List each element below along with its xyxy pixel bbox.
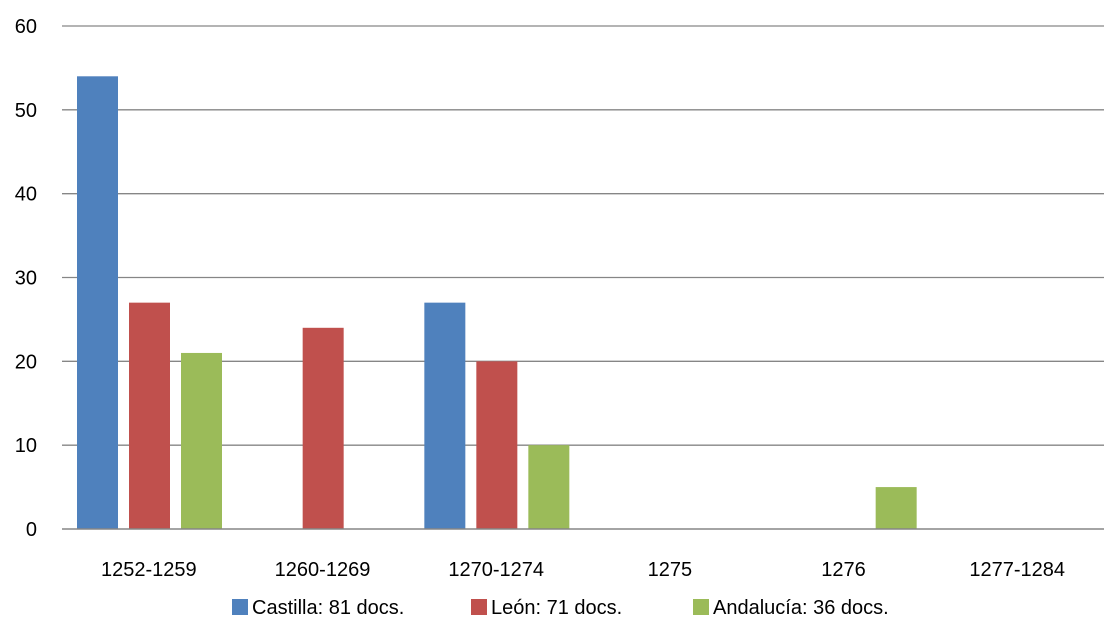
y-tick-label: 10 (15, 435, 37, 457)
y-tick-label: 0 (26, 519, 37, 541)
x-tick-label: 1275 (648, 559, 693, 581)
legend-label: Andalucía: 36 docs. (713, 597, 889, 619)
x-axis-tick-labels: 1252-1259 1260-1269 1270-1274 1275 1276 1277-… (101, 559, 1065, 581)
bar-1252-1259-2 (129, 302, 170, 529)
bars (77, 76, 917, 530)
bar-1270-1274-2 (476, 361, 518, 529)
x-tick-label: 1260-1269 (275, 559, 371, 581)
x-tick-label: 1270-1274 (448, 559, 544, 581)
bar-1276-3 (875, 487, 917, 529)
legend: Castilla: 81 docs. León: 71 docs. Andalucí… (232, 597, 889, 619)
legend-swatch (471, 599, 487, 615)
y-tick-label: 60 (15, 16, 37, 38)
legend-swatch (693, 599, 709, 615)
bar-1270-1274-1 (424, 302, 466, 529)
y-tick-label: 40 (15, 184, 37, 206)
legend-item: León: 71 docs. (471, 597, 622, 619)
x-tick-label: 1277-1284 (969, 559, 1065, 581)
legend-item: Andalucía: 36 docs. (693, 597, 889, 619)
legend-item: Castilla: 81 docs. (232, 597, 404, 619)
bar-1260-1269-2 (302, 327, 344, 529)
x-tick-label: 1252-1259 (101, 559, 197, 581)
y-tick-label: 20 (15, 351, 37, 373)
x-tick-label: 1276 (821, 559, 866, 581)
bar-1252-1259-1 (77, 76, 118, 530)
legend-label: León: 71 docs. (491, 597, 622, 619)
legend-label: Castilla: 81 docs. (252, 597, 404, 619)
y-tick-label: 50 (15, 100, 37, 122)
y-axis-tick-labels: 0 10 20 30 40 50 60 (15, 16, 37, 541)
legend-swatch (232, 599, 248, 615)
gridlines (62, 25, 1104, 446)
bar-1270-1274-3 (528, 445, 570, 529)
y-tick-label: 30 (15, 268, 37, 290)
bar-1252-1259-3 (181, 352, 222, 529)
